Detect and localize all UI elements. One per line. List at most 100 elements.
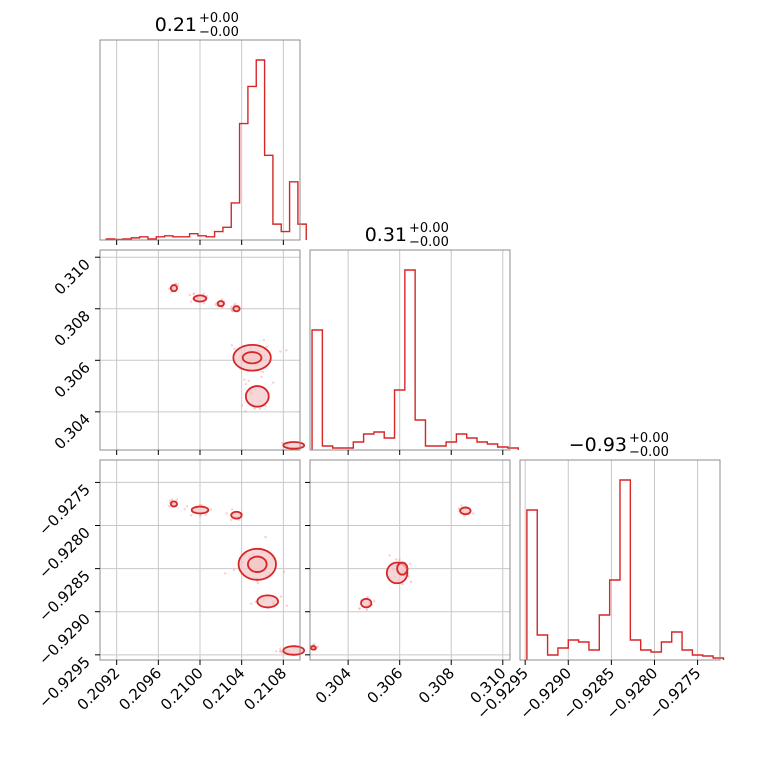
panel-title: −0.93 xyxy=(569,434,627,456)
sample-point xyxy=(285,349,288,352)
sample-point xyxy=(230,518,233,522)
sample-point xyxy=(262,338,266,342)
sample-point xyxy=(285,604,288,607)
x-tick-label: 0.304 xyxy=(312,664,355,707)
density-contour xyxy=(244,385,270,408)
sample-point xyxy=(253,406,256,410)
sample-point xyxy=(230,508,234,511)
panel-diag-1: 0.31 +0.00 −0.00 xyxy=(309,221,519,455)
sample-point xyxy=(272,381,275,384)
sample-point xyxy=(279,350,282,353)
sample-point xyxy=(232,568,236,572)
panel-x0-y1: 0.304 0.306 0.308 0.310 xyxy=(51,249,306,455)
sample-point xyxy=(472,512,475,515)
panel-title-lower: −0.00 xyxy=(629,445,669,460)
panel-x1-y2: 0.304 0.306 0.308 0.310 xyxy=(305,459,511,707)
sample-point xyxy=(394,558,398,561)
sample-point xyxy=(408,562,412,566)
sample-point xyxy=(170,498,174,501)
sample-point xyxy=(281,441,284,445)
density-contour xyxy=(247,555,268,573)
sample-point xyxy=(176,283,179,286)
panel-title-lower: −0.00 xyxy=(409,235,449,250)
sample-point xyxy=(256,581,260,585)
histogram-series xyxy=(526,479,725,660)
x-tick-label: 0.308 xyxy=(415,664,458,707)
sample-point xyxy=(373,600,376,603)
sample-point xyxy=(264,404,267,408)
sample-point xyxy=(265,345,268,348)
y-tick-label: 0.306 xyxy=(51,358,94,401)
sample-point xyxy=(240,404,244,407)
density-contour xyxy=(282,645,306,656)
sample-point xyxy=(185,505,189,508)
panel-title: 0.21 xyxy=(155,14,197,36)
panel-title: 0.31 xyxy=(365,224,407,246)
histogram-series xyxy=(105,59,307,241)
sample-point xyxy=(220,298,224,301)
x-tick-label: 0.2100 xyxy=(157,664,207,714)
sample-point xyxy=(274,650,278,653)
sample-point xyxy=(401,582,404,586)
sample-point xyxy=(230,344,234,347)
sample-point xyxy=(233,347,236,350)
sample-point xyxy=(261,370,265,374)
sample-point xyxy=(278,650,282,653)
sample-point xyxy=(460,504,463,507)
sample-point xyxy=(457,507,461,510)
density-contour xyxy=(282,441,306,450)
sample-point xyxy=(250,602,253,606)
sample-point xyxy=(198,503,202,506)
y-tick-label: 0.310 xyxy=(51,255,94,298)
sample-point xyxy=(204,513,207,516)
sample-point xyxy=(264,535,267,539)
sample-point xyxy=(225,512,229,515)
density-contour xyxy=(216,300,225,308)
y-tick-label: 0.308 xyxy=(51,307,94,350)
density-contour xyxy=(459,506,472,516)
sample-point xyxy=(202,302,206,305)
panel-title-lower: −0.00 xyxy=(199,25,239,40)
density-contour xyxy=(396,561,409,576)
panel-frame xyxy=(309,249,511,451)
density-contour xyxy=(241,351,263,365)
density-contour xyxy=(232,305,241,313)
density-contour xyxy=(169,284,178,293)
sample-point xyxy=(243,378,246,381)
sample-point xyxy=(409,580,413,584)
sample-point xyxy=(398,558,401,561)
histogram-series xyxy=(311,269,519,450)
sample-point xyxy=(188,293,192,297)
sample-point xyxy=(247,379,250,383)
sample-point xyxy=(190,300,193,303)
sample-point xyxy=(279,595,283,598)
panel-frame xyxy=(519,459,721,661)
sample-point xyxy=(316,645,320,649)
x-tick-label: 0.306 xyxy=(363,664,406,707)
density-contour xyxy=(309,645,317,651)
sample-point xyxy=(244,410,247,413)
density-contour xyxy=(190,505,210,515)
sample-point xyxy=(230,305,233,308)
sample-point xyxy=(278,647,282,650)
sample-point xyxy=(224,572,227,575)
sample-point xyxy=(398,560,401,563)
panel-title-upper: +0.00 xyxy=(629,431,669,446)
sample-point xyxy=(388,554,391,557)
density-contour xyxy=(256,594,280,609)
sample-point xyxy=(244,382,248,386)
density-contour xyxy=(360,597,373,609)
panel-x0-y2: 0.20920.20960.21000.21040.2108−0.9295−0.… xyxy=(35,459,306,714)
y-tick-label: 0.304 xyxy=(51,410,94,453)
sample-point xyxy=(175,498,179,501)
sample-point xyxy=(462,515,466,518)
sample-point xyxy=(260,375,263,379)
x-tick-label: 0.2108 xyxy=(240,664,290,714)
sample-point xyxy=(202,292,205,296)
sample-point xyxy=(365,608,369,612)
sample-point xyxy=(192,293,195,296)
panel-diag-0: 0.21 +0.00 −0.00 xyxy=(99,11,307,245)
sample-point xyxy=(234,302,237,306)
panel-frame xyxy=(309,459,511,661)
